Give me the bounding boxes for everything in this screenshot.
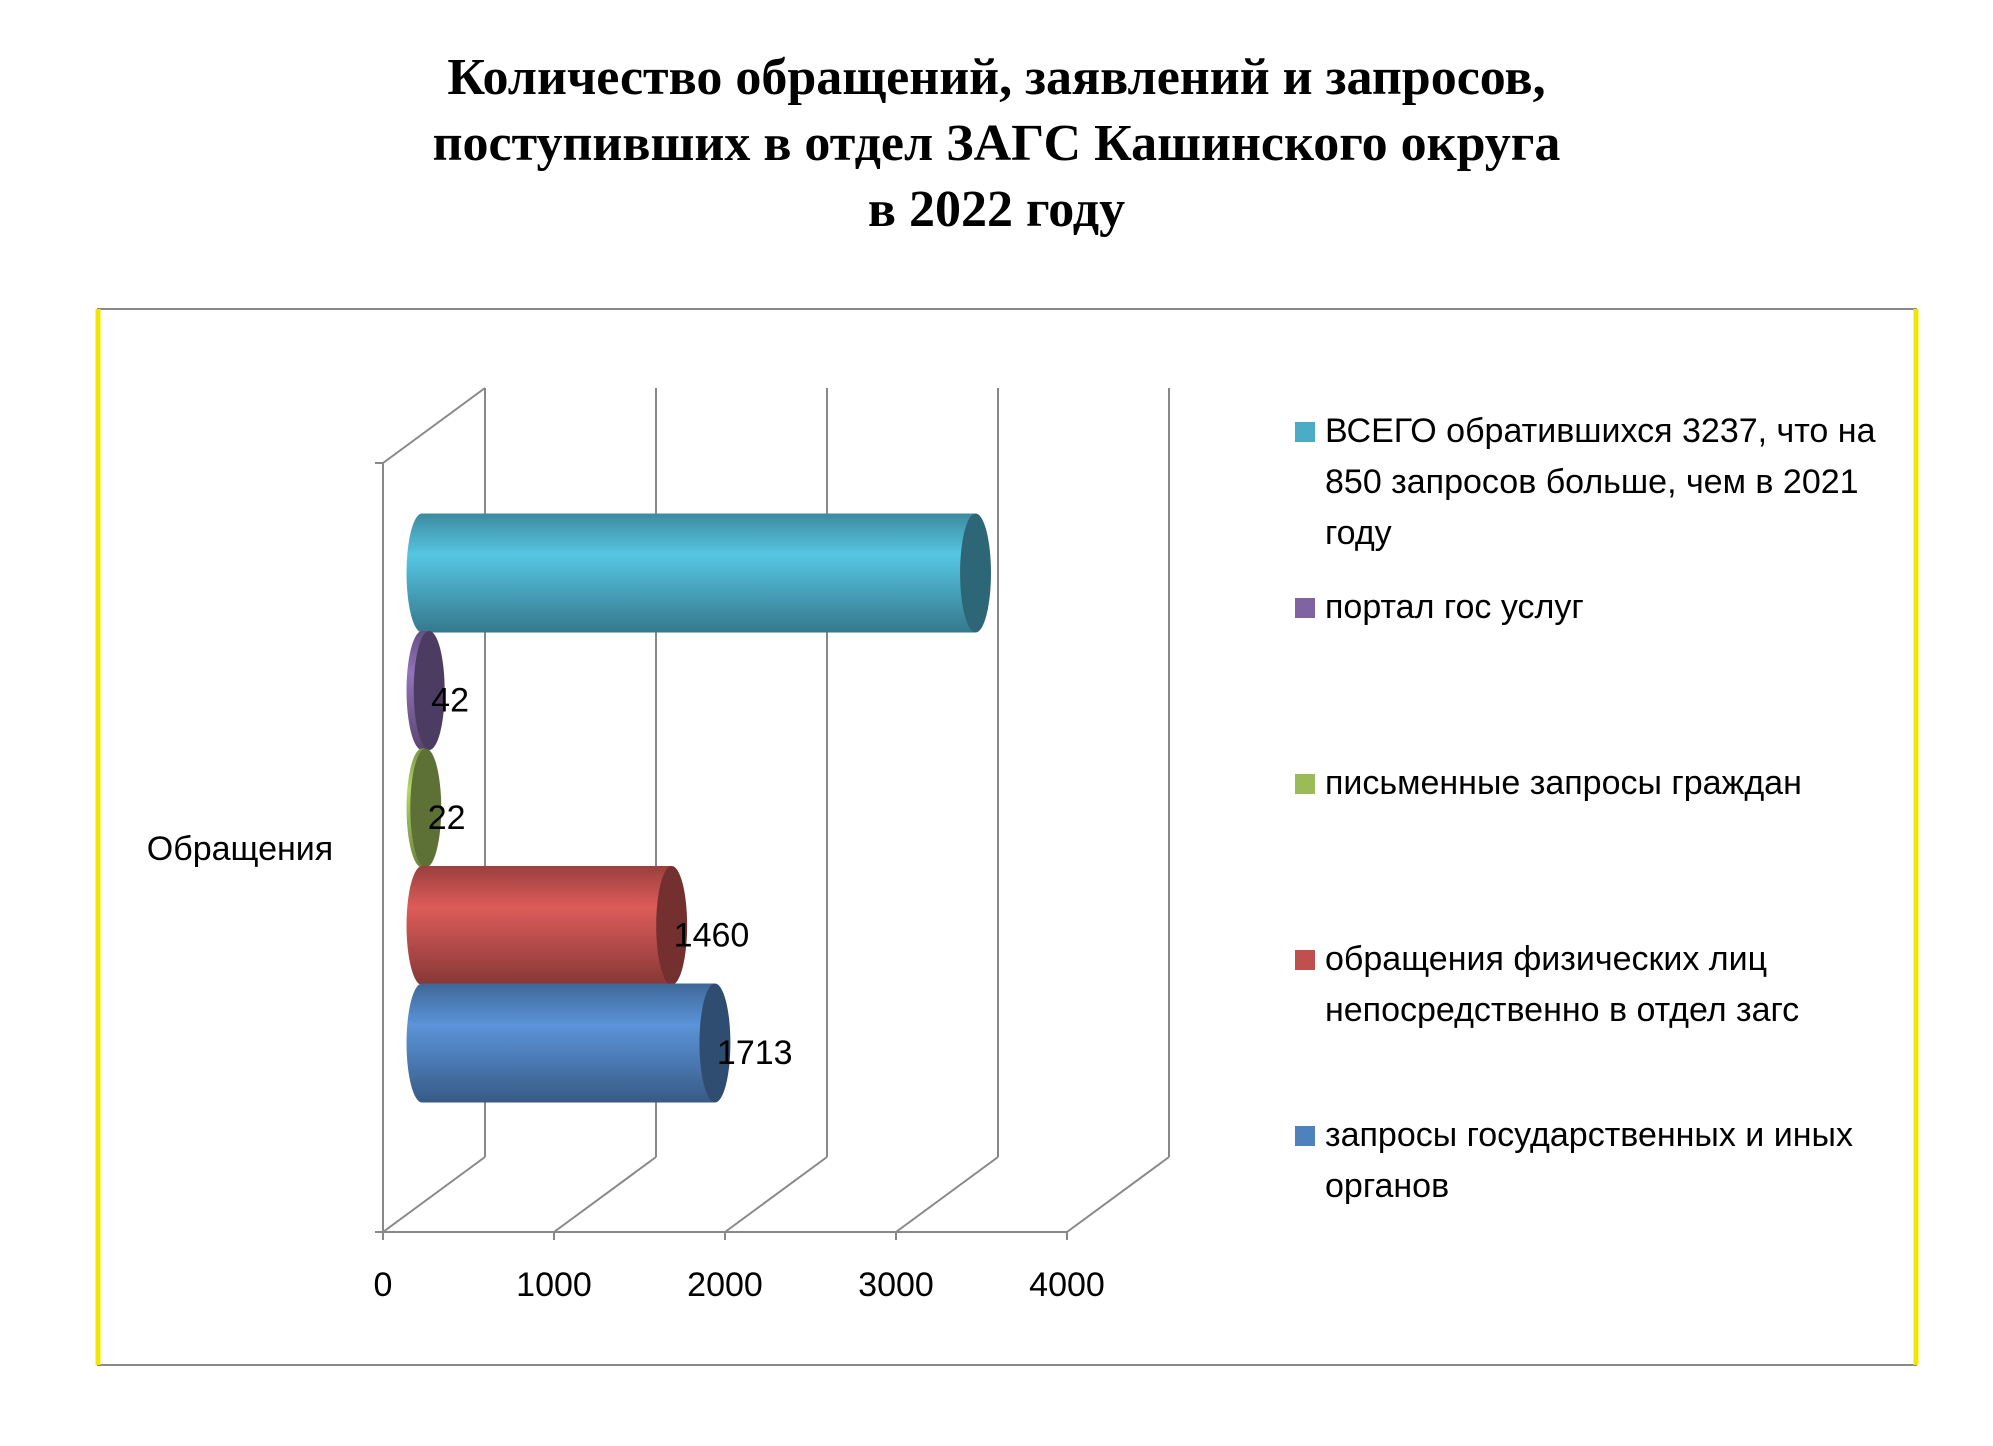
legend-swatch [1295, 774, 1315, 794]
x-tick-label: 0 [374, 1266, 393, 1304]
legend-label: ВСЕГО обратившихся 3237, что на 850 запр… [1325, 412, 1876, 552]
x-tick-label: 1000 [516, 1266, 592, 1304]
legend-label: портал гос услуг [1325, 588, 1584, 626]
bar [406, 983, 715, 1103]
bar-cap [656, 866, 688, 985]
legend-item: обращения физических лиц непосредственно… [1295, 934, 1925, 1036]
x-tick-label: 3000 [858, 1266, 934, 1304]
data-label: 42 [431, 681, 469, 719]
legend-item: запросы государственных и иных органов [1295, 1110, 1925, 1212]
bar-cap [413, 631, 445, 750]
legend-label: письменные запросы граждан [1325, 764, 1802, 802]
grid-line [895, 1156, 999, 1233]
x-tick-label: 2000 [687, 1266, 763, 1304]
bar [406, 513, 976, 633]
legend-swatch [1295, 598, 1315, 618]
wall-edge [382, 387, 486, 464]
data-label: 1713 [717, 1034, 793, 1072]
grid-line [382, 1156, 486, 1233]
bar-cap [410, 748, 442, 868]
legend-swatch [1295, 422, 1315, 442]
grid-line [1066, 1156, 1170, 1233]
legend-item: письменные запросы граждан [1295, 758, 1925, 809]
legend-item: ВСЕГО обратившихся 3237, что на 850 запр… [1295, 406, 1925, 559]
data-label: 22 [428, 799, 466, 837]
category-label: Обращения [147, 830, 333, 868]
chart-title: Количество обращений, заявлений и запрос… [432, 49, 1561, 238]
bar-cap [699, 983, 731, 1103]
data-label: 1460 [674, 916, 750, 954]
bar-cap [960, 513, 991, 633]
legend-label: обращения физических лиц непосредственно… [1325, 940, 1800, 1029]
grid-line [724, 1156, 828, 1233]
grid-line [553, 1156, 657, 1233]
legend-item: портал гос услуг [1295, 582, 1925, 633]
legend-swatch [1295, 950, 1315, 970]
legend-label: запросы государственных и иных органов [1325, 1116, 1853, 1205]
x-tick-label: 4000 [1029, 1266, 1105, 1304]
bar [406, 866, 672, 985]
legend-swatch [1295, 1126, 1315, 1146]
